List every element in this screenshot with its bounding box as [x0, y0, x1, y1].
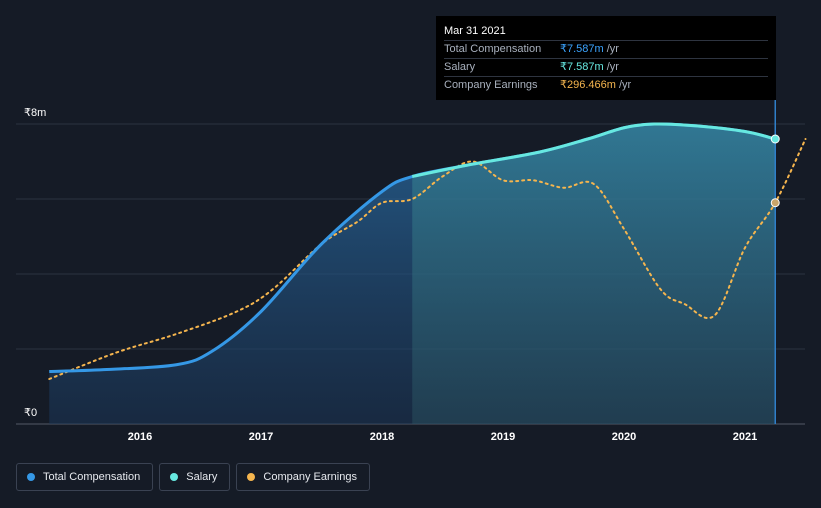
tooltip-unit: /yr	[606, 43, 619, 55]
legend-item-company-earnings[interactable]: Company Earnings	[236, 463, 370, 491]
x-axis-ticks: 2016 2017 2018 2019 2020 2021	[128, 431, 757, 443]
company-earnings-marker	[770, 198, 780, 208]
x-tick-label: 2019	[491, 431, 515, 443]
legend-dot-icon	[247, 473, 256, 481]
legend-dot-icon	[170, 473, 179, 481]
salary-marker	[770, 134, 780, 144]
y-tick-label: ₹8m	[24, 107, 46, 119]
tooltip-row-total-compensation: Total Compensation ₹7.587m /yr	[444, 40, 768, 58]
tooltip-unit: /yr	[618, 79, 632, 91]
legend-label: Salary	[186, 471, 218, 483]
tooltip-value: ₹7.587m	[560, 61, 604, 73]
legend-label: Company Earnings	[263, 471, 357, 483]
x-tick-label: 2021	[733, 431, 757, 443]
legend-item-total-compensation[interactable]: Total Compensation	[16, 463, 154, 491]
tooltip-date: Mar 31 2021	[444, 25, 506, 37]
tooltip-value: ₹7.587m	[560, 43, 604, 55]
series-markers	[770, 134, 780, 208]
tooltip-label: Company Earnings	[444, 79, 538, 91]
salary-area	[412, 123, 776, 425]
y-tick-label: ₹0	[24, 407, 37, 419]
tooltip-row-salary: Salary ₹7.587m /yr	[444, 58, 768, 76]
x-tick-label: 2020	[612, 431, 636, 443]
company-earnings-line	[48, 138, 807, 380]
tooltip-row-company-earnings: Company Earnings ₹296.466m /yr	[444, 76, 768, 94]
tooltip-label: Salary	[444, 61, 476, 73]
legend-label: Total Compensation	[43, 471, 141, 483]
legend-dot-icon	[27, 473, 35, 481]
x-tick-label: 2018	[370, 431, 394, 443]
salary-line	[411, 122, 776, 178]
legend: Total Compensation Salary Company Earnin…	[16, 463, 370, 491]
tooltip-label: Total Compensation	[444, 43, 542, 55]
x-tick-label: 2016	[128, 431, 152, 443]
tooltip-value: ₹296.466m	[560, 79, 616, 91]
tooltip: Mar 31 2021 Total Compensation ₹7.587m /…	[436, 16, 776, 100]
legend-item-salary[interactable]: Salary	[159, 463, 231, 491]
tooltip-unit: /yr	[606, 61, 619, 73]
y-axis-ticks: ₹8m ₹0	[24, 107, 46, 419]
x-tick-label: 2017	[249, 431, 273, 443]
series-lines	[48, 122, 807, 380]
series-areas	[49, 100, 776, 425]
